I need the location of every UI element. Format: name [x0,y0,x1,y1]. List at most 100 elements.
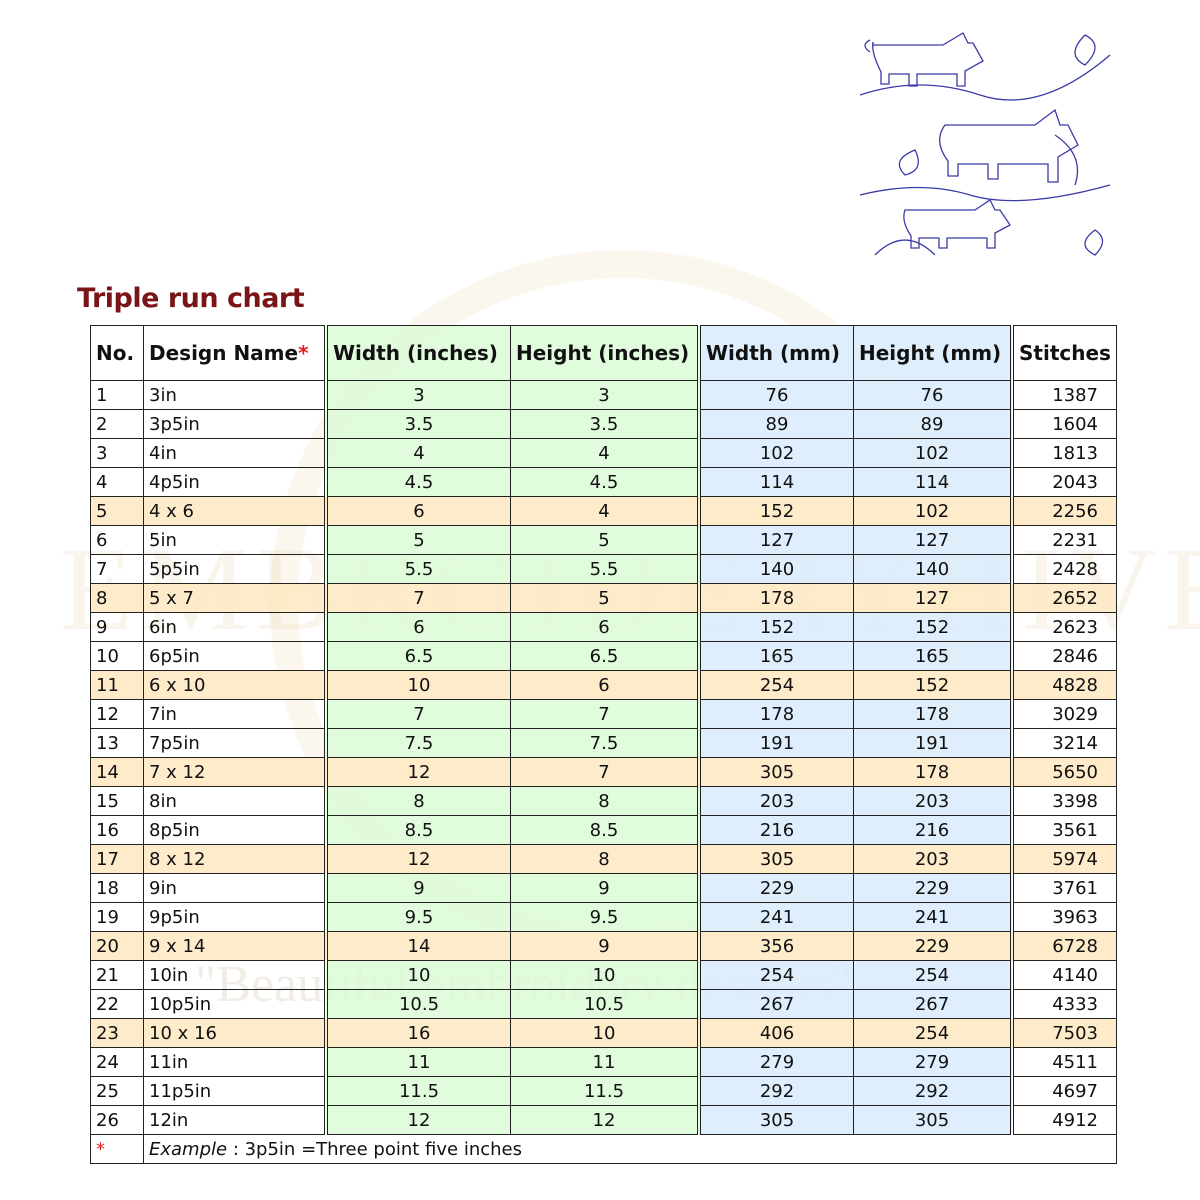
cell-width-inches: 9.5 [324,902,511,932]
table-row: 6 5in 5 5 127 127 2231 [90,525,1117,555]
table-row: 1 3in 3 3 76 76 1387 [90,380,1117,410]
cell-design-name: 7in [143,699,327,729]
cell-height-mm: 254 [853,1018,1013,1048]
table-row: 18 9in 9 9 229 229 3761 [90,873,1117,903]
cell-stitches: 3963 [1010,902,1117,932]
cell-height-inches: 6 [510,670,700,700]
cell-height-inches: 10 [510,1018,700,1048]
cell-width-mm: 254 [697,670,854,700]
cell-height-inches: 4 [510,496,700,526]
cell-height-inches: 6.5 [510,641,700,671]
cell-height-mm: 152 [853,612,1013,642]
cell-stitches: 4140 [1010,960,1117,990]
cell-no: 24 [90,1047,144,1077]
cell-stitches: 7503 [1010,1018,1117,1048]
cell-no: 5 [90,496,144,526]
cell-width-mm: 127 [697,525,854,555]
cell-height-mm: 140 [853,554,1013,584]
cell-width-inches: 7 [324,699,511,729]
cell-height-mm: 127 [853,525,1013,555]
cell-design-name: 7 x 12 [143,757,327,787]
table-row: 10 6p5in 6.5 6.5 165 165 2846 [90,641,1117,671]
table-row: 20 9 x 14 14 9 356 229 6728 [90,931,1117,961]
cell-width-mm: 89 [697,409,854,439]
cell-design-name: 11in [143,1047,327,1077]
cell-width-mm: 178 [697,583,854,613]
table-row: 26 12in 12 12 305 305 4912 [90,1105,1117,1135]
cell-height-mm: 267 [853,989,1013,1019]
cell-width-inches: 8.5 [324,815,511,845]
cell-no: 23 [90,1018,144,1048]
cell-stitches: 2846 [1010,641,1117,671]
cell-height-mm: 89 [853,409,1013,439]
cell-no: 26 [90,1105,144,1135]
table-row: 22 10p5in 10.5 10.5 267 267 4333 [90,989,1117,1019]
cell-height-mm: 114 [853,467,1013,497]
cell-no: 18 [90,873,144,903]
cell-width-inches: 12 [324,844,511,874]
cell-stitches: 4697 [1010,1076,1117,1106]
cell-design-name: 3in [143,380,327,410]
cell-stitches: 1813 [1010,438,1117,468]
cell-design-name: 4in [143,438,327,468]
cell-design-name: 6p5in [143,641,327,671]
cell-height-mm: 229 [853,931,1013,961]
cell-height-inches: 8 [510,844,700,874]
cell-stitches: 2256 [1010,496,1117,526]
cell-design-name: 9in [143,873,327,903]
cell-design-name: 8in [143,786,327,816]
cell-height-mm: 178 [853,757,1013,787]
cell-width-mm: 254 [697,960,854,990]
cell-height-inches: 8.5 [510,815,700,845]
cell-width-inches: 16 [324,1018,511,1048]
cell-height-inches: 5.5 [510,554,700,584]
table-row: 3 4in 4 4 102 102 1813 [90,438,1117,468]
cell-no: 14 [90,757,144,787]
cell-no: 7 [90,554,144,584]
cell-design-name: 4 x 6 [143,496,327,526]
cell-height-inches: 8 [510,786,700,816]
table-row: 15 8in 8 8 203 203 3398 [90,786,1117,816]
cell-stitches: 4912 [1010,1105,1117,1135]
cell-width-mm: 267 [697,989,854,1019]
cell-no: 9 [90,612,144,642]
cell-height-inches: 7 [510,757,700,787]
cell-no: 17 [90,844,144,874]
cell-no: 22 [90,989,144,1019]
cell-width-mm: 152 [697,612,854,642]
cell-design-name: 10p5in [143,989,327,1019]
table-row: 9 6in 6 6 152 152 2623 [90,612,1117,642]
cell-no: 15 [90,786,144,816]
cell-width-inches: 11.5 [324,1076,511,1106]
header-width-inches: Width (inches) [324,325,511,381]
cell-stitches: 4828 [1010,670,1117,700]
cell-width-inches: 8 [324,786,511,816]
table-row: 25 11p5in 11.5 11.5 292 292 4697 [90,1076,1117,1106]
cell-height-mm: 216 [853,815,1013,845]
header-height-mm: Height (mm) [853,325,1013,381]
header-design-name: Design Name* [143,325,327,381]
cell-stitches: 1604 [1010,409,1117,439]
header-height-inches: Height (inches) [510,325,700,381]
cell-no: 10 [90,641,144,671]
chart-title: Triple run chart [77,283,305,314]
cell-height-inches: 3 [510,380,700,410]
cell-design-name: 10 x 16 [143,1018,327,1048]
cell-no: 3 [90,438,144,468]
cell-height-mm: 203 [853,844,1013,874]
cell-no: 21 [90,960,144,990]
cell-width-mm: 305 [697,1105,854,1135]
cell-height-inches: 9 [510,931,700,961]
table-row: 13 7p5in 7.5 7.5 191 191 3214 [90,728,1117,758]
cell-height-mm: 229 [853,873,1013,903]
cell-height-mm: 76 [853,380,1013,410]
cell-width-mm: 216 [697,815,854,845]
cell-width-mm: 305 [697,757,854,787]
cell-width-mm: 203 [697,786,854,816]
cell-height-inches: 4.5 [510,467,700,497]
cell-height-inches: 7.5 [510,728,700,758]
footnote-label: Example [149,1138,228,1160]
cell-no: 1 [90,380,144,410]
cell-width-mm: 76 [697,380,854,410]
cell-width-mm: 406 [697,1018,854,1048]
